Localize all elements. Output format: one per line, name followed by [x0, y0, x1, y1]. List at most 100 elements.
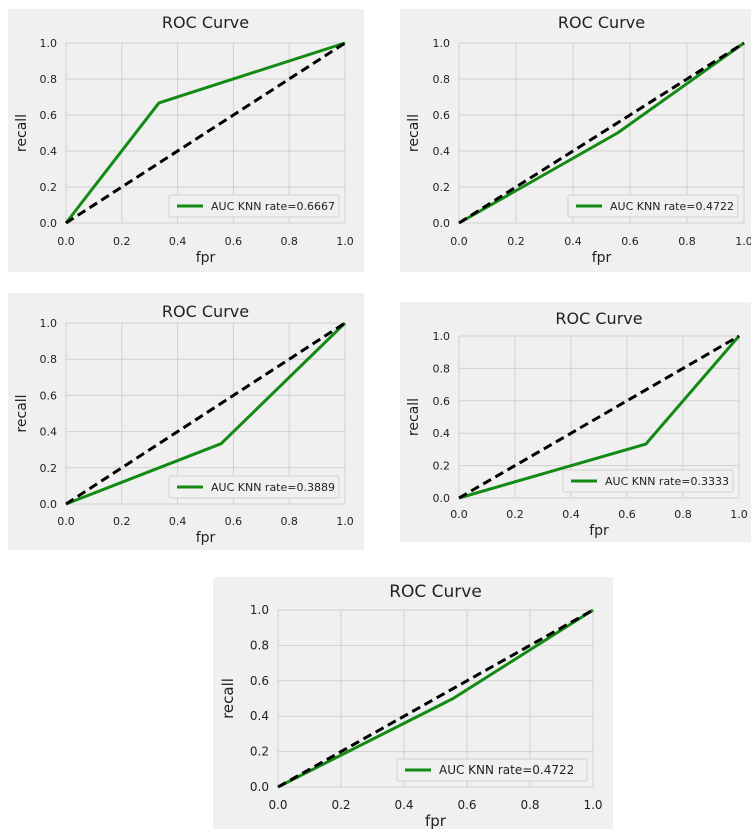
roc-chart: 0.0 0.2 0.4 0.6 0.8 1.0 0.0 0.2 0.4 0.6 0.8 1.0 ROC … [14, 302, 354, 546]
y-tick-label: 0.8 [433, 362, 451, 375]
roc-chart: 0.0 0.2 0.4 0.6 0.8 1.0 0.0 0.2 0.4 0.6 0.8 1.0 ROC … [406, 309, 748, 539]
y-tick-label: 0.4 [40, 145, 58, 158]
y-tick-label: 1.0 [250, 603, 269, 617]
y-tick-label: 0.2 [433, 460, 451, 473]
legend-box [396, 758, 588, 782]
roc-series-line [458, 335, 741, 500]
x-tick-label: 0.0 [268, 798, 287, 812]
x-tick-label: 0.4 [169, 515, 187, 528]
x-tick-label: 0.0 [450, 508, 468, 521]
x-tick-label: 0.4 [169, 235, 187, 248]
x-axis-label: fpr [592, 250, 612, 266]
roc-series-line [64, 41, 346, 224]
x-axis-label: fpr [589, 523, 609, 539]
legend-box [168, 475, 340, 499]
y-tick-label: 0.0 [40, 217, 58, 230]
y-tick-label: 1.0 [433, 330, 451, 343]
y-axis-label: recall [14, 394, 30, 432]
roc-series-line [65, 321, 347, 506]
x-axis-label: fpr [196, 530, 216, 546]
y-axis-label: recall [406, 398, 422, 436]
chart-title: ROC Curve [162, 13, 249, 32]
roc-chart-panel: 0.0 0.2 0.4 0.6 0.8 1.0 0.0 0.2 0.4 0.6 0.8 1.0 ROC … [8, 293, 364, 550]
y-axis-label: recall [14, 114, 30, 152]
y-tick-label: 0.2 [433, 181, 451, 194]
x-tick-label: 0.6 [457, 798, 476, 812]
legend-label: AUC KNN rate=0.4722 [610, 200, 734, 213]
x-tick-label: 0.6 [621, 235, 639, 248]
roc-series-line [277, 608, 594, 789]
y-tick-label: 0.2 [250, 745, 269, 759]
x-tick-label: 1.0 [336, 515, 354, 528]
x-tick-label: 0.8 [280, 235, 298, 248]
x-axis-label: fpr [425, 812, 447, 829]
chart-title: ROC Curve [558, 13, 645, 32]
x-tick-label: 0.8 [678, 235, 696, 248]
x-tick-label: 0.2 [113, 515, 131, 528]
x-tick-label: 0.0 [57, 235, 75, 248]
roc-chart-panel: 0.0 0.2 0.4 0.6 0.8 1.0 0.0 0.2 0.4 0.6 0.8 1.0 ROC … [8, 9, 364, 272]
roc-chart: 0.0 0.2 0.4 0.6 0.8 1.0 0.0 0.2 0.4 0.6 0.8 1.0 ROC … [219, 582, 603, 829]
x-tick-label: 0.4 [394, 798, 413, 812]
x-tick-label: 1.0 [336, 235, 354, 248]
chart-title: ROC Curve [389, 582, 482, 602]
x-tick-label: 0.2 [113, 235, 131, 248]
y-tick-label: 0.0 [40, 498, 58, 511]
y-tick-label: 1.0 [40, 317, 58, 330]
x-tick-label: 0.2 [506, 508, 524, 521]
x-tick-label: 0.6 [225, 515, 243, 528]
y-tick-label: 0.6 [40, 389, 58, 402]
x-tick-label: 1.0 [730, 508, 748, 521]
y-axis-label: recall [406, 114, 422, 152]
legend-box [562, 469, 734, 493]
legend-label: AUC KNN rate=0.3889 [211, 481, 335, 494]
legend-box [168, 194, 340, 218]
x-tick-label: 1.0 [735, 235, 751, 248]
legend-label: AUC KNN rate=0.6667 [211, 200, 335, 213]
baseline-diagonal-line [458, 334, 740, 500]
y-tick-label: 0.4 [433, 145, 451, 158]
legend-label: AUC KNN rate=0.4722 [439, 763, 574, 777]
roc-chart-panel: 0.0 0.2 0.4 0.6 0.8 1.0 0.0 0.2 0.4 0.6 0.8 1.0 ROC … [400, 9, 751, 272]
y-tick-label: 0.8 [250, 638, 269, 652]
y-tick-label: 0.0 [433, 217, 451, 230]
roc-chart: 0.0 0.2 0.4 0.6 0.8 1.0 0.0 0.2 0.4 0.6 0.8 1.0 ROC … [14, 13, 354, 266]
x-tick-label: 0.2 [507, 235, 525, 248]
y-tick-label: 0.6 [433, 109, 451, 122]
x-tick-label: 0.8 [520, 798, 539, 812]
chart-title: ROC Curve [555, 309, 642, 328]
x-tick-label: 0.4 [562, 508, 580, 521]
y-tick-label: 1.0 [433, 37, 451, 50]
y-tick-label: 0.2 [40, 181, 58, 194]
x-tick-label: 0.4 [564, 235, 582, 248]
baseline-diagonal-line [277, 608, 594, 789]
y-tick-label: 0.8 [433, 73, 451, 86]
y-tick-label: 0.6 [40, 109, 58, 122]
x-tick-label: 1.0 [583, 798, 602, 812]
x-tick-label: 0.6 [225, 235, 243, 248]
y-tick-label: 0.6 [433, 395, 451, 408]
x-tick-label: 0.6 [618, 508, 636, 521]
y-tick-label: 0.8 [40, 353, 58, 366]
y-tick-label: 0.8 [40, 73, 58, 86]
x-tick-label: 0.0 [57, 515, 75, 528]
roc-chart-panel: 0.0 0.2 0.4 0.6 0.8 1.0 0.0 0.2 0.4 0.6 0.8 1.0 ROC … [213, 577, 613, 829]
x-tick-label: 0.0 [450, 235, 468, 248]
x-tick-label: 0.2 [331, 798, 350, 812]
chart-title: ROC Curve [162, 302, 249, 321]
y-tick-label: 1.0 [40, 37, 58, 50]
y-axis-label: recall [219, 678, 237, 719]
y-tick-label: 0.0 [250, 780, 269, 794]
y-tick-label: 0.0 [433, 492, 451, 505]
x-tick-label: 0.8 [674, 508, 692, 521]
y-tick-label: 0.4 [40, 426, 58, 439]
y-tick-label: 0.2 [40, 462, 58, 475]
legend-label: AUC KNN rate=0.3333 [605, 475, 729, 488]
legend-box [567, 194, 739, 218]
y-tick-label: 0.6 [250, 674, 269, 688]
roc-series-line [458, 41, 745, 225]
y-tick-label: 0.4 [433, 427, 451, 440]
y-tick-label: 0.4 [250, 709, 269, 723]
x-tick-label: 0.8 [280, 515, 298, 528]
roc-chart-panel: 0.0 0.2 0.4 0.6 0.8 1.0 0.0 0.2 0.4 0.6 0.8 1.0 ROC … [400, 302, 751, 542]
